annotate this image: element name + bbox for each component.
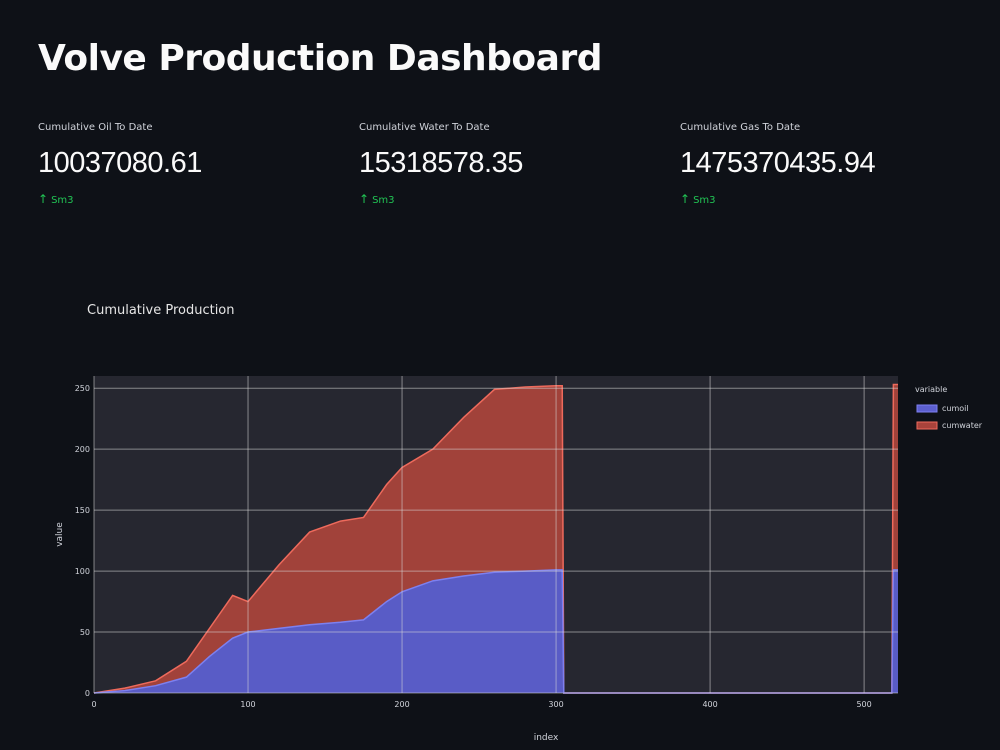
x-tick-label: 200	[394, 700, 409, 709]
x-tick-label: 400	[702, 700, 717, 709]
legend-label-cumoil: cumoil	[942, 404, 969, 413]
metric-value: 1475370435.94	[680, 147, 876, 179]
x-axis-title: index	[534, 733, 559, 743]
metric-delta: ↑ Sm3	[680, 192, 980, 206]
x-tick-label: 0	[91, 700, 96, 709]
legend-title: variable	[915, 385, 947, 394]
y-tick-label: 0	[85, 689, 90, 698]
metric-label: Cumulative Oil To Date	[38, 122, 153, 133]
metric-cumulative-oil: Cumulative Oil To Date 10037080.61 ↑ Sm3	[38, 122, 338, 206]
y-tick-label: 50	[80, 628, 90, 637]
metric-delta: ↑ Sm3	[38, 192, 338, 206]
metric-delta: ↑ Sm3	[359, 192, 659, 206]
metric-delta-unit: Sm3	[372, 195, 395, 206]
legend-swatch-cumoil	[916, 404, 938, 413]
arrow-up-icon: ↑	[680, 192, 691, 206]
metric-label: Cumulative Gas To Date	[680, 122, 801, 133]
page-title: Volve Production Dashboard	[38, 38, 602, 79]
y-tick-label: 150	[75, 506, 90, 515]
y-tick-label: 200	[75, 445, 90, 454]
metric-cumulative-water: Cumulative Water To Date 15318578.35 ↑ Sm…	[359, 122, 659, 206]
metric-label: Cumulative Water To Date	[359, 122, 490, 133]
series-area-cumoil	[94, 569, 898, 693]
chart-title: Cumulative Production	[87, 303, 235, 318]
x-tick-label: 300	[548, 700, 563, 709]
metric-delta-unit: Sm3	[51, 195, 74, 206]
arrow-up-icon: ↑	[38, 192, 49, 206]
series-line-cumwater	[93, 383, 898, 694]
series-line-cumoil	[93, 569, 898, 694]
y-tick-label: 100	[75, 567, 90, 576]
legend-swatch-cumwater	[916, 421, 938, 430]
y-tick-label: 250	[75, 384, 90, 393]
metric-delta-unit: Sm3	[693, 195, 716, 206]
metric-value: 15318578.35	[359, 147, 523, 179]
metric-value: 10037080.61	[38, 147, 202, 179]
legend-label-cumwater: cumwater	[942, 421, 983, 430]
x-tick-label: 100	[240, 700, 255, 709]
series-area-cumwater	[94, 384, 898, 693]
y-axis-title: value	[55, 522, 65, 547]
metric-cumulative-gas: Cumulative Gas To Date 1475370435.94 ↑ Sm…	[680, 122, 980, 206]
x-tick-label: 500	[856, 700, 871, 709]
arrow-up-icon: ↑	[359, 192, 370, 206]
